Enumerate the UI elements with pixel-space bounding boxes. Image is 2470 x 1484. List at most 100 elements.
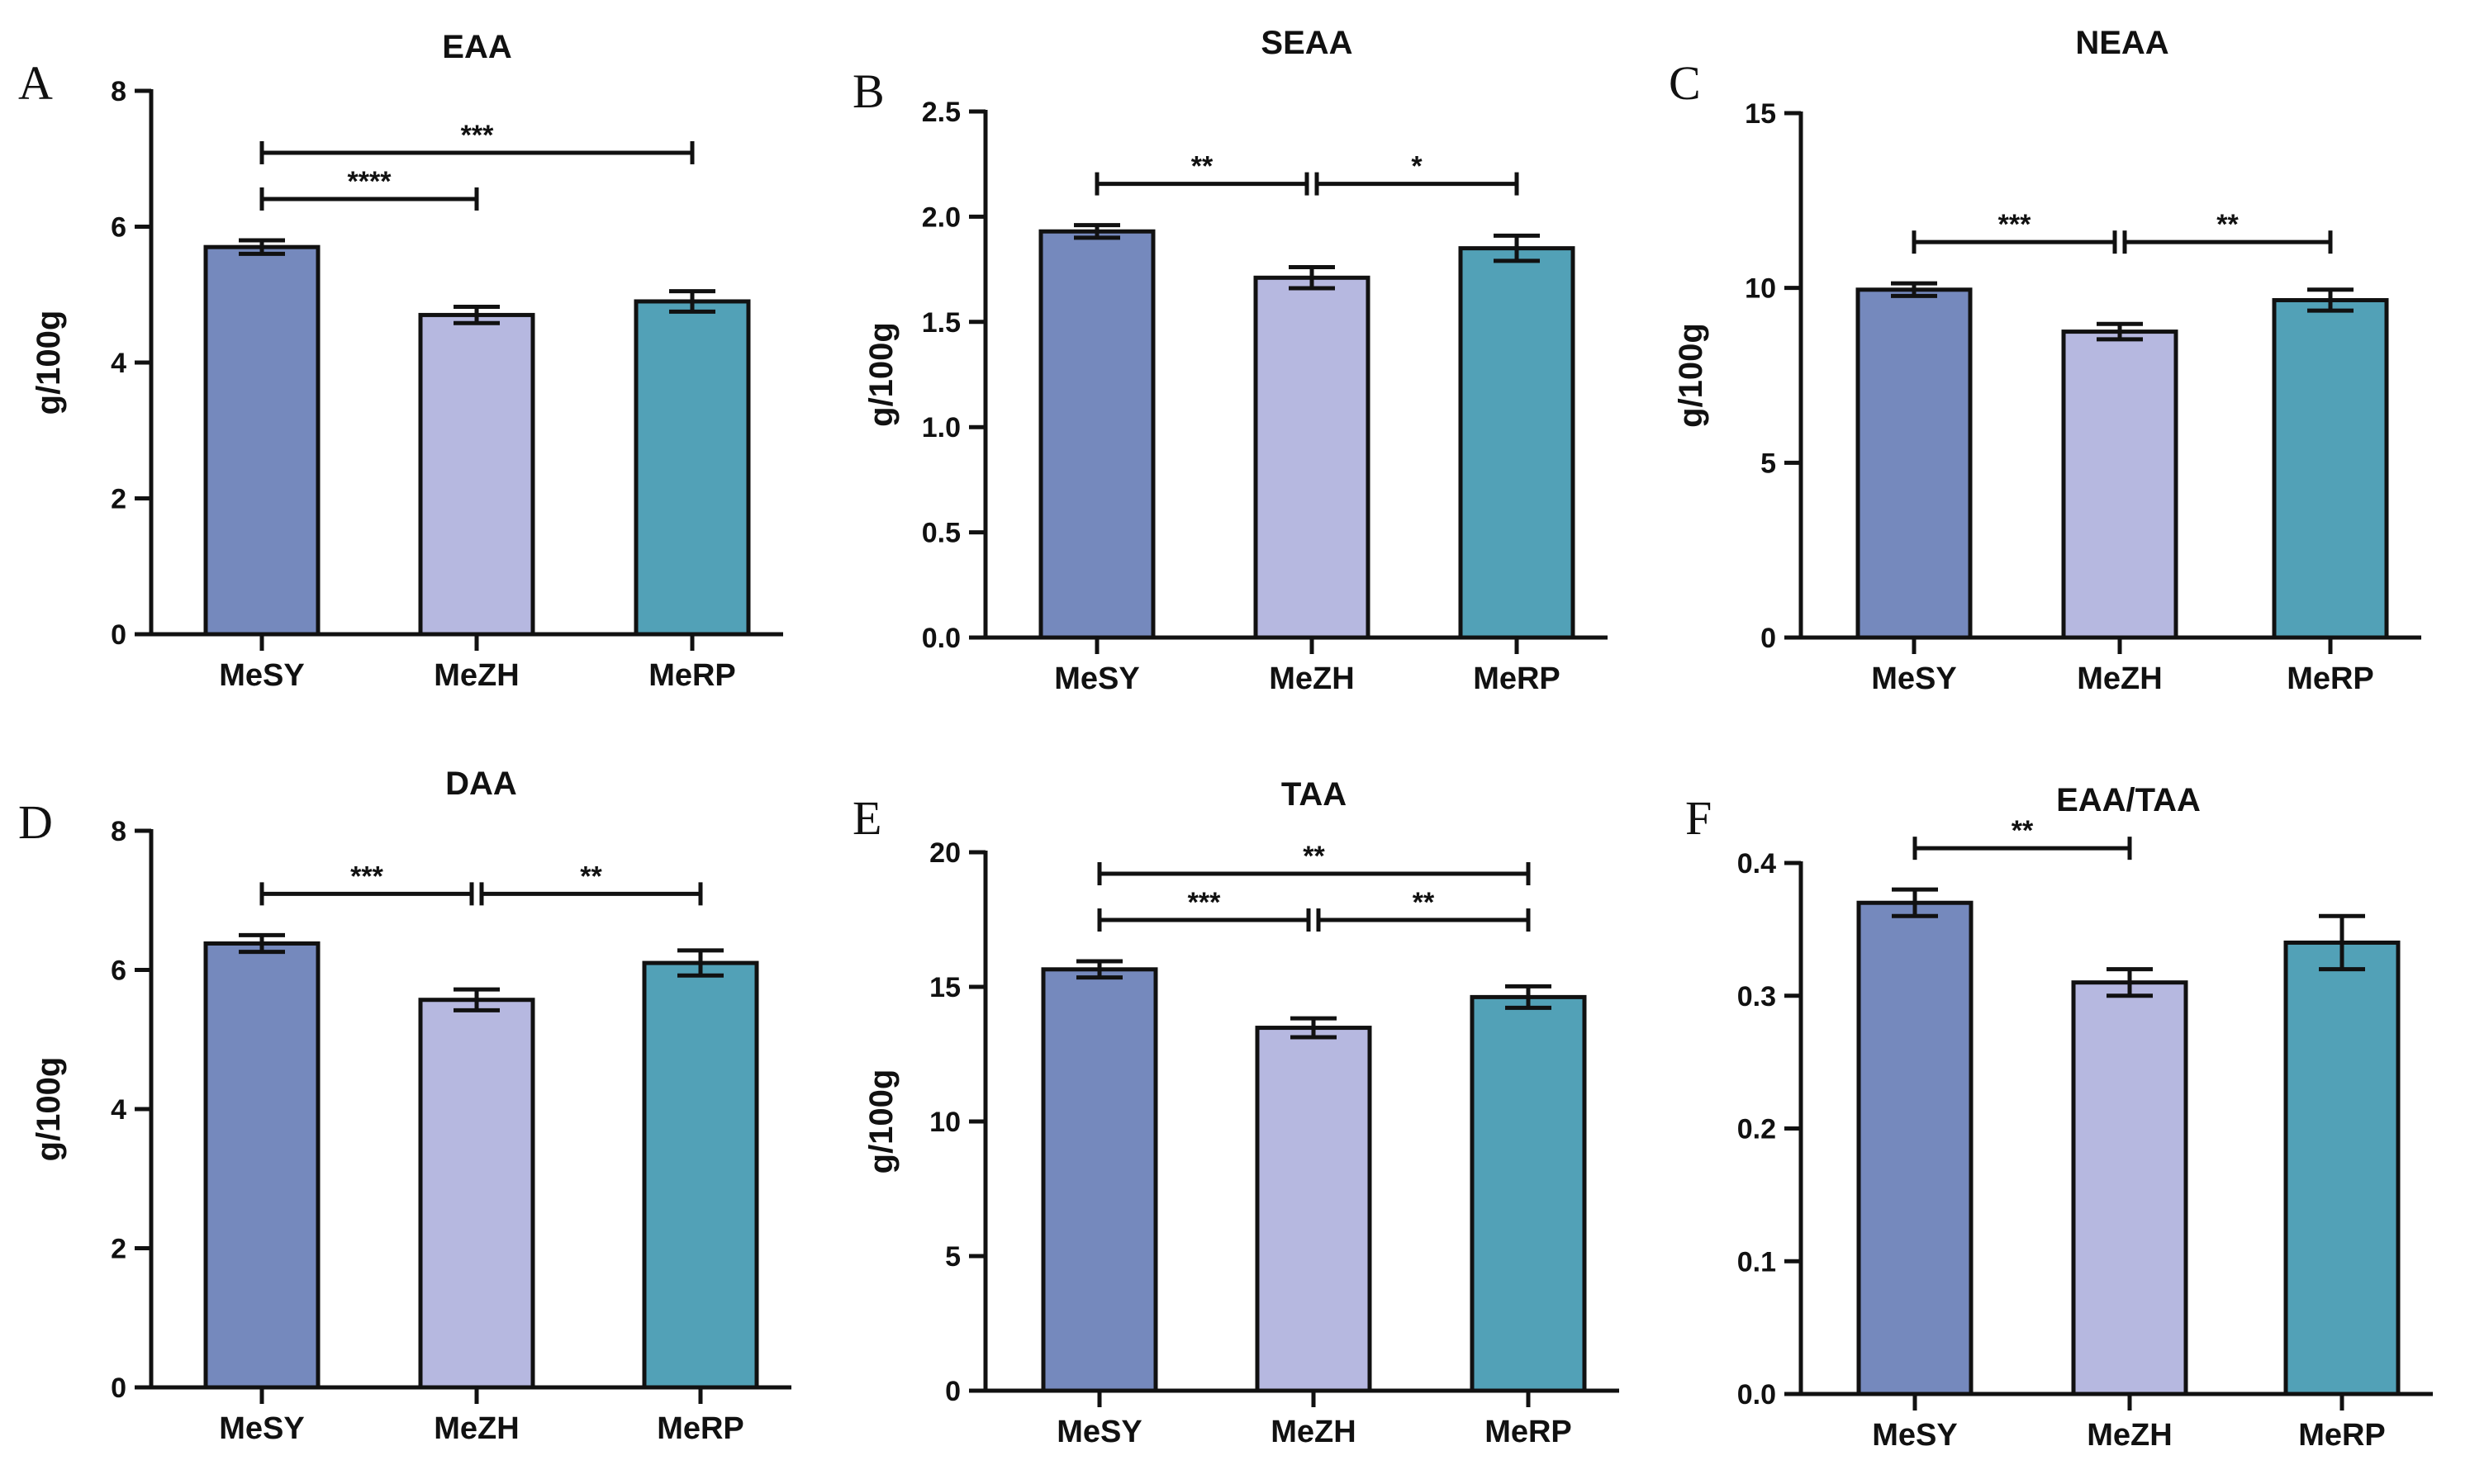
y-tick-label: 1.0: [922, 412, 961, 443]
y-tick-label: 6: [111, 212, 126, 244]
significance-bracket: *: [1314, 151, 1519, 196]
significance-bracket: ****: [259, 166, 479, 211]
bar-mesy: [203, 244, 321, 637]
bar-merp: [642, 960, 759, 1390]
x-tick-label-mesy: MeSY: [1057, 1415, 1142, 1449]
y-tick-label: 4: [111, 1094, 126, 1126]
x-tick-label-mezh: MeZH: [2087, 1418, 2172, 1453]
x-tick-label-merp: MeRP: [657, 1411, 744, 1446]
panel-letter: A: [18, 56, 53, 110]
y-tick-label: 4: [111, 348, 126, 379]
y-tick-label: 2: [111, 484, 126, 515]
panel-letter: D: [18, 795, 53, 849]
x-tick-label-mezh: MeZH: [1271, 1415, 1356, 1449]
x-tick-label-mesy: MeSY: [219, 1411, 304, 1446]
chart-title: EAA/TAA: [2056, 782, 2201, 818]
y-tick-label: 0.5: [922, 518, 961, 549]
significance-label: **: [2012, 815, 2034, 846]
error-bar-mesy: [1892, 887, 1938, 918]
bar-mezh: [2071, 980, 2188, 1396]
y-tick-label: 0: [111, 1373, 126, 1404]
y-tick-label: 2: [111, 1234, 126, 1265]
panel-letter: C: [1669, 56, 1701, 110]
significance-bracket: **: [479, 861, 703, 906]
chart-title: TAA: [1281, 776, 1347, 813]
error-bar-mesy: [239, 238, 285, 256]
significance-label: **: [1413, 887, 1435, 918]
error-bar-merp: [1494, 233, 1540, 263]
bar-merp: [1458, 246, 1575, 640]
error-bar-mezh: [2097, 321, 2143, 342]
y-tick-label: 1.5: [922, 307, 961, 339]
y-axis-label: g/100g: [1673, 323, 1709, 428]
x-tick-label-merp: MeRP: [2298, 1418, 2386, 1453]
y-tick-label: 20: [929, 837, 961, 869]
y-tick-label: 0: [111, 619, 126, 651]
y-tick-label: 0.3: [1737, 981, 1776, 1012]
chart-title: NEAA: [2075, 25, 2168, 61]
error-bar-mezh: [454, 305, 500, 325]
panel-letter: B: [853, 64, 885, 118]
significance-bracket: **: [1095, 151, 1309, 196]
y-tick-label: 0.2: [1737, 1114, 1776, 1145]
x-tick-label-mesy: MeSY: [1871, 661, 1956, 696]
error-bar-mezh: [1289, 265, 1335, 291]
significance-bracket: ***: [1097, 887, 1311, 932]
y-tick-label: 0.4: [1737, 848, 1776, 879]
bar-mesy: [1855, 287, 1973, 640]
bar-merp: [1470, 994, 1587, 1393]
y-axis-label: g/100g: [31, 311, 67, 415]
significance-label: **: [2216, 209, 2239, 240]
significance-label: ***: [1188, 887, 1221, 918]
y-tick-label: 6: [111, 955, 126, 987]
chart-title: EAA: [442, 29, 511, 65]
significance-label: ****: [348, 166, 392, 197]
x-tick-label-mezh: MeZH: [434, 658, 519, 693]
y-tick-label: 0.0: [1737, 1379, 1776, 1411]
y-tick-label: 0.0: [922, 623, 961, 654]
bar-mesy: [1041, 967, 1158, 1393]
chart-panel-b: B SEAA g/100g 0.0 0.5 1.0 1.5 2.0 2.5 MeSY MeZH MeR…: [853, 25, 1608, 696]
bar-mezh: [418, 998, 535, 1390]
y-tick-label: 8: [111, 76, 126, 107]
x-tick-label-mesy: MeSY: [1872, 1418, 1957, 1453]
y-tick-label: 2.5: [922, 97, 961, 128]
significance-bracket: **: [1097, 841, 1531, 886]
x-tick-label-mezh: MeZH: [1269, 661, 1354, 696]
panel-letter: E: [853, 791, 881, 845]
significance-label: ***: [461, 120, 494, 151]
y-axis-label: g/100g: [863, 322, 900, 427]
chart-panel-f: F EAA/TAA 0.0 0.1 0.2 0.3 0.4 MeSY MeZH MeRP **: [1685, 782, 2433, 1453]
significance-bracket: **: [2122, 209, 2333, 254]
panel-letter: F: [1685, 791, 1712, 845]
x-tick-label-mezh: MeZH: [434, 1411, 519, 1446]
x-tick-label-merp: MeRP: [2287, 661, 2374, 696]
error-bar-mesy: [1076, 959, 1123, 980]
x-tick-label-mesy: MeSY: [219, 658, 304, 693]
significance-bracket: ***: [1912, 209, 2117, 254]
x-tick-label-merp: MeRP: [1473, 661, 1560, 696]
error-bar-mesy: [1891, 281, 1937, 298]
y-tick-label: 0: [1760, 623, 1776, 654]
significance-label: **: [1191, 151, 1214, 183]
error-bar-mezh: [1290, 1016, 1337, 1040]
error-bar-mesy: [239, 932, 285, 955]
y-tick-label: 15: [1745, 98, 1776, 130]
y-tick-label: 10: [1745, 273, 1776, 305]
error-bar-merp: [2307, 287, 2354, 313]
y-axis-label: g/100g: [863, 1069, 900, 1174]
significance-label: **: [580, 861, 602, 892]
y-tick-label: 0.1: [1737, 1246, 1776, 1278]
error-bar-merp: [2319, 913, 2365, 972]
significance-label: **: [1303, 841, 1325, 872]
bar-merp: [2283, 940, 2401, 1396]
error-bar-merp: [677, 948, 724, 978]
y-tick-label: 0: [945, 1376, 961, 1407]
y-tick-label: 10: [929, 1107, 961, 1138]
y-tick-label: 8: [111, 816, 126, 847]
y-tick-label: 5: [945, 1241, 961, 1273]
